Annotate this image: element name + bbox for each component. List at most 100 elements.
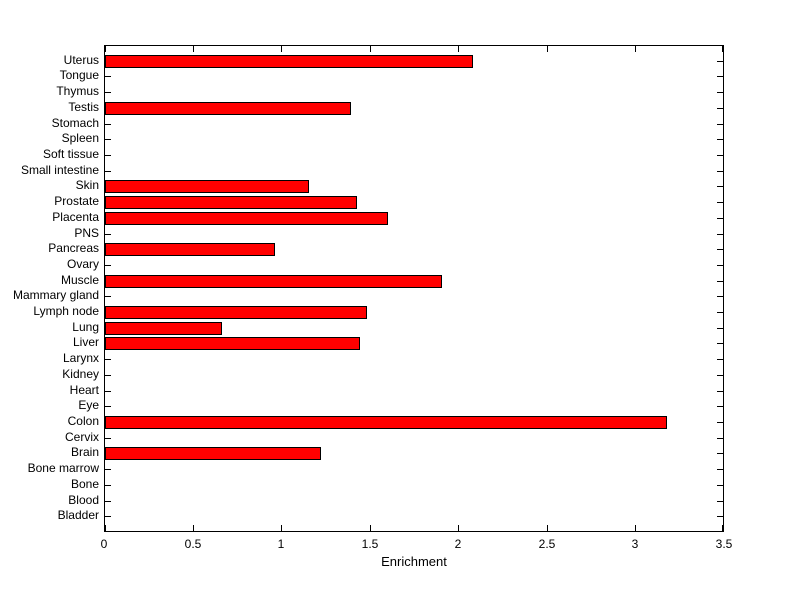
y-tick-label-skin: Skin bbox=[75, 178, 99, 192]
y-tick-right-uterus bbox=[717, 61, 723, 62]
y-tick-right-lung bbox=[717, 328, 723, 329]
bar-lymph-node bbox=[105, 306, 367, 319]
x-tick-top-2 bbox=[458, 46, 459, 52]
y-tick-left-soft-tissue bbox=[105, 155, 111, 156]
y-tick-right-colon bbox=[717, 422, 723, 423]
bar-muscle bbox=[105, 275, 442, 288]
x-tick-label-3.5: 3.5 bbox=[715, 537, 733, 551]
bar-placenta bbox=[105, 212, 388, 225]
bar-uterus bbox=[105, 55, 473, 68]
y-tick-left-heart bbox=[105, 391, 111, 392]
y-tick-label-eye: Eye bbox=[78, 398, 99, 412]
x-tick-top-0 bbox=[105, 46, 106, 52]
y-tick-right-lymph-node bbox=[717, 312, 723, 313]
y-tick-right-tongue bbox=[717, 76, 723, 77]
y-tick-left-cervix bbox=[105, 438, 111, 439]
y-tick-label-small-intestine: Small intestine bbox=[20, 163, 99, 177]
y-tick-right-spleen bbox=[717, 139, 723, 140]
y-tick-label-muscle: Muscle bbox=[60, 273, 99, 287]
y-tick-label-bone: Bone bbox=[70, 477, 99, 491]
y-tick-right-bone-marrow bbox=[717, 469, 723, 470]
y-tick-label-brain: Brain bbox=[70, 445, 99, 459]
y-tick-right-bone bbox=[717, 485, 723, 486]
bar-lung bbox=[105, 322, 222, 335]
x-tick-top-1.5 bbox=[370, 46, 371, 52]
y-tick-label-bone-marrow: Bone marrow bbox=[27, 461, 99, 475]
y-tick-right-larynx bbox=[717, 359, 723, 360]
y-tick-label-lung: Lung bbox=[72, 320, 99, 334]
y-tick-right-kidney bbox=[717, 375, 723, 376]
x-tick-bottom-2 bbox=[458, 525, 459, 531]
x-tick-top-3.5 bbox=[722, 46, 723, 52]
x-tick-label-2: 2 bbox=[454, 537, 462, 551]
y-tick-right-placenta bbox=[717, 218, 723, 219]
y-tick-label-larynx: Larynx bbox=[62, 351, 99, 365]
y-tick-label-pns: PNS bbox=[74, 226, 99, 240]
y-tick-left-blood bbox=[105, 501, 111, 502]
x-tick-bottom-0.5 bbox=[193, 525, 194, 531]
y-tick-label-bladder: Bladder bbox=[57, 508, 99, 522]
y-tick-label-placenta: Placenta bbox=[52, 210, 99, 224]
x-tick-top-3 bbox=[635, 46, 636, 52]
x-tick-bottom-2.5 bbox=[547, 525, 548, 531]
y-tick-label-pancreas: Pancreas bbox=[48, 241, 99, 255]
y-tick-right-thymus bbox=[717, 92, 723, 93]
y-tick-right-ovary bbox=[717, 265, 723, 266]
y-tick-right-eye bbox=[717, 406, 723, 407]
x-tick-bottom-1 bbox=[281, 525, 282, 531]
y-tick-right-brain bbox=[717, 453, 723, 454]
bar-pancreas bbox=[105, 243, 275, 256]
y-tick-right-heart bbox=[717, 391, 723, 392]
x-tick-label-2.5: 2.5 bbox=[538, 537, 556, 551]
x-tick-top-0.5 bbox=[193, 46, 194, 52]
y-tick-right-mammary-gland bbox=[717, 296, 723, 297]
y-tick-left-spleen bbox=[105, 139, 111, 140]
y-tick-label-liver: Liver bbox=[72, 335, 99, 349]
bar-prostate bbox=[105, 196, 357, 209]
y-tick-label-soft-tissue: Soft tissue bbox=[42, 147, 99, 161]
y-tick-label-lymph-node: Lymph node bbox=[33, 304, 99, 318]
bar-liver bbox=[105, 337, 360, 350]
x-tick-top-2.5 bbox=[547, 46, 548, 52]
y-tick-right-stomach bbox=[717, 124, 723, 125]
y-tick-right-muscle bbox=[717, 281, 723, 282]
y-tick-right-skin bbox=[717, 186, 723, 187]
y-tick-right-pns bbox=[717, 234, 723, 235]
plot-area bbox=[104, 45, 724, 532]
y-tick-left-thymus bbox=[105, 92, 111, 93]
y-tick-right-bladder bbox=[717, 516, 723, 517]
y-tick-left-mammary-gland bbox=[105, 296, 111, 297]
y-tick-left-eye bbox=[105, 406, 111, 407]
y-tick-left-pns bbox=[105, 234, 111, 235]
y-tick-label-prostate: Prostate bbox=[54, 194, 99, 208]
y-tick-label-cervix: Cervix bbox=[64, 430, 99, 444]
y-tick-left-small-intestine bbox=[105, 171, 111, 172]
y-tick-left-tongue bbox=[105, 76, 111, 77]
bar-brain bbox=[105, 447, 321, 460]
y-tick-label-mammary-gland: Mammary gland bbox=[12, 288, 99, 302]
x-tick-label-0.5: 0.5 bbox=[184, 537, 202, 551]
x-tick-bottom-3.5 bbox=[722, 525, 723, 531]
y-tick-left-bladder bbox=[105, 516, 111, 517]
y-tick-right-small-intestine bbox=[717, 171, 723, 172]
y-tick-left-larynx bbox=[105, 359, 111, 360]
bar-testis bbox=[105, 102, 351, 115]
y-tick-left-stomach bbox=[105, 124, 111, 125]
x-tick-bottom-0 bbox=[105, 525, 106, 531]
y-tick-left-kidney bbox=[105, 375, 111, 376]
x-tick-label-1.5: 1.5 bbox=[361, 537, 379, 551]
y-tick-label-thymus: Thymus bbox=[56, 84, 99, 98]
y-tick-label-blood: Blood bbox=[68, 493, 99, 507]
y-tick-label-spleen: Spleen bbox=[61, 131, 99, 145]
x-tick-label-1: 1 bbox=[277, 537, 285, 551]
y-tick-right-blood bbox=[717, 501, 723, 502]
y-tick-right-liver bbox=[717, 343, 723, 344]
y-tick-label-tongue: Tongue bbox=[59, 68, 99, 82]
y-tick-label-kidney: Kidney bbox=[62, 367, 99, 381]
x-axis-title: Enrichment bbox=[381, 554, 447, 569]
y-tick-right-pancreas bbox=[717, 249, 723, 250]
x-tick-label-0: 0 bbox=[100, 537, 108, 551]
y-tick-right-soft-tissue bbox=[717, 155, 723, 156]
bar-colon bbox=[105, 416, 667, 429]
